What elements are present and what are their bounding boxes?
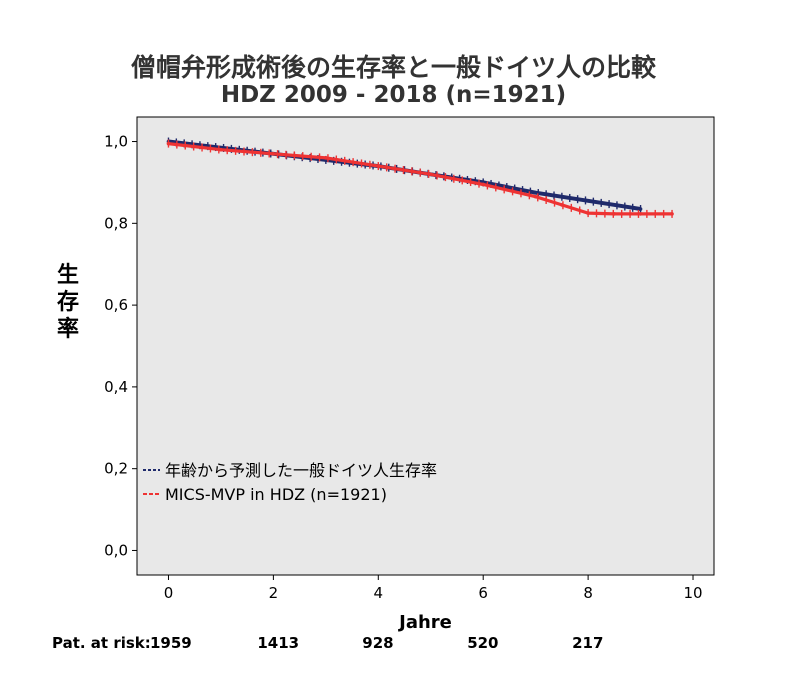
chart-title: 僧帽弁形成術後の生存率と一般ドイツ人の比較: [130, 53, 656, 82]
y-tick-label: 1,0: [104, 133, 128, 151]
series-2-point: [166, 141, 171, 146]
x-tick-label: 0: [164, 584, 174, 602]
series-2-point: [428, 172, 433, 177]
chart-subtitle: HDZ 2009 - 2018 (n=1921): [220, 82, 567, 108]
series-2-point: [586, 211, 590, 215]
series-2-point: [533, 194, 538, 199]
series-2-point: [670, 212, 674, 216]
x-tick-label: 10: [683, 584, 702, 602]
risk-table-value: 1959: [150, 634, 192, 652]
series-1-point: [638, 207, 643, 211]
series-2-point: [638, 212, 643, 216]
y-tick-label: 0,0: [104, 541, 128, 559]
y-tick-label: 0,8: [104, 214, 128, 232]
series-1-point: [533, 190, 538, 195]
risk-table-value: 217: [572, 634, 604, 652]
series-2-point: [612, 212, 617, 216]
x-tick-label: 6: [478, 584, 488, 602]
risk-table-value: 520: [467, 634, 499, 652]
y-axis-title: 生存率: [57, 263, 79, 342]
series-2-point: [324, 156, 328, 160]
x-tick-label: 2: [269, 584, 279, 602]
risk-table-value: 928: [362, 634, 394, 652]
y-tick-label: 0,6: [104, 296, 128, 314]
series-2-point: [376, 164, 381, 168]
series-2-point: [271, 152, 276, 156]
series-2-point: [219, 147, 223, 152]
x-tick-label: 8: [583, 584, 593, 602]
legend-label-2: MICS-MVP in HDZ (n=1921): [165, 485, 387, 504]
series-2-point: [560, 203, 564, 207]
x-tick-label: 4: [374, 584, 384, 602]
legend-label-1: 年齢から予測した一般ドイツ人生存率: [165, 461, 437, 480]
y-tick-label: 0,2: [104, 460, 128, 478]
x-axis-title: Jahre: [397, 612, 452, 633]
plot-area: [136, 116, 715, 576]
series-1-point: [586, 199, 590, 203]
y-tick-label: 0,4: [104, 378, 128, 396]
series-2-point: [481, 182, 486, 187]
risk-table-label: Pat. at risk:: [52, 634, 151, 652]
risk-table-value: 1413: [257, 634, 300, 652]
